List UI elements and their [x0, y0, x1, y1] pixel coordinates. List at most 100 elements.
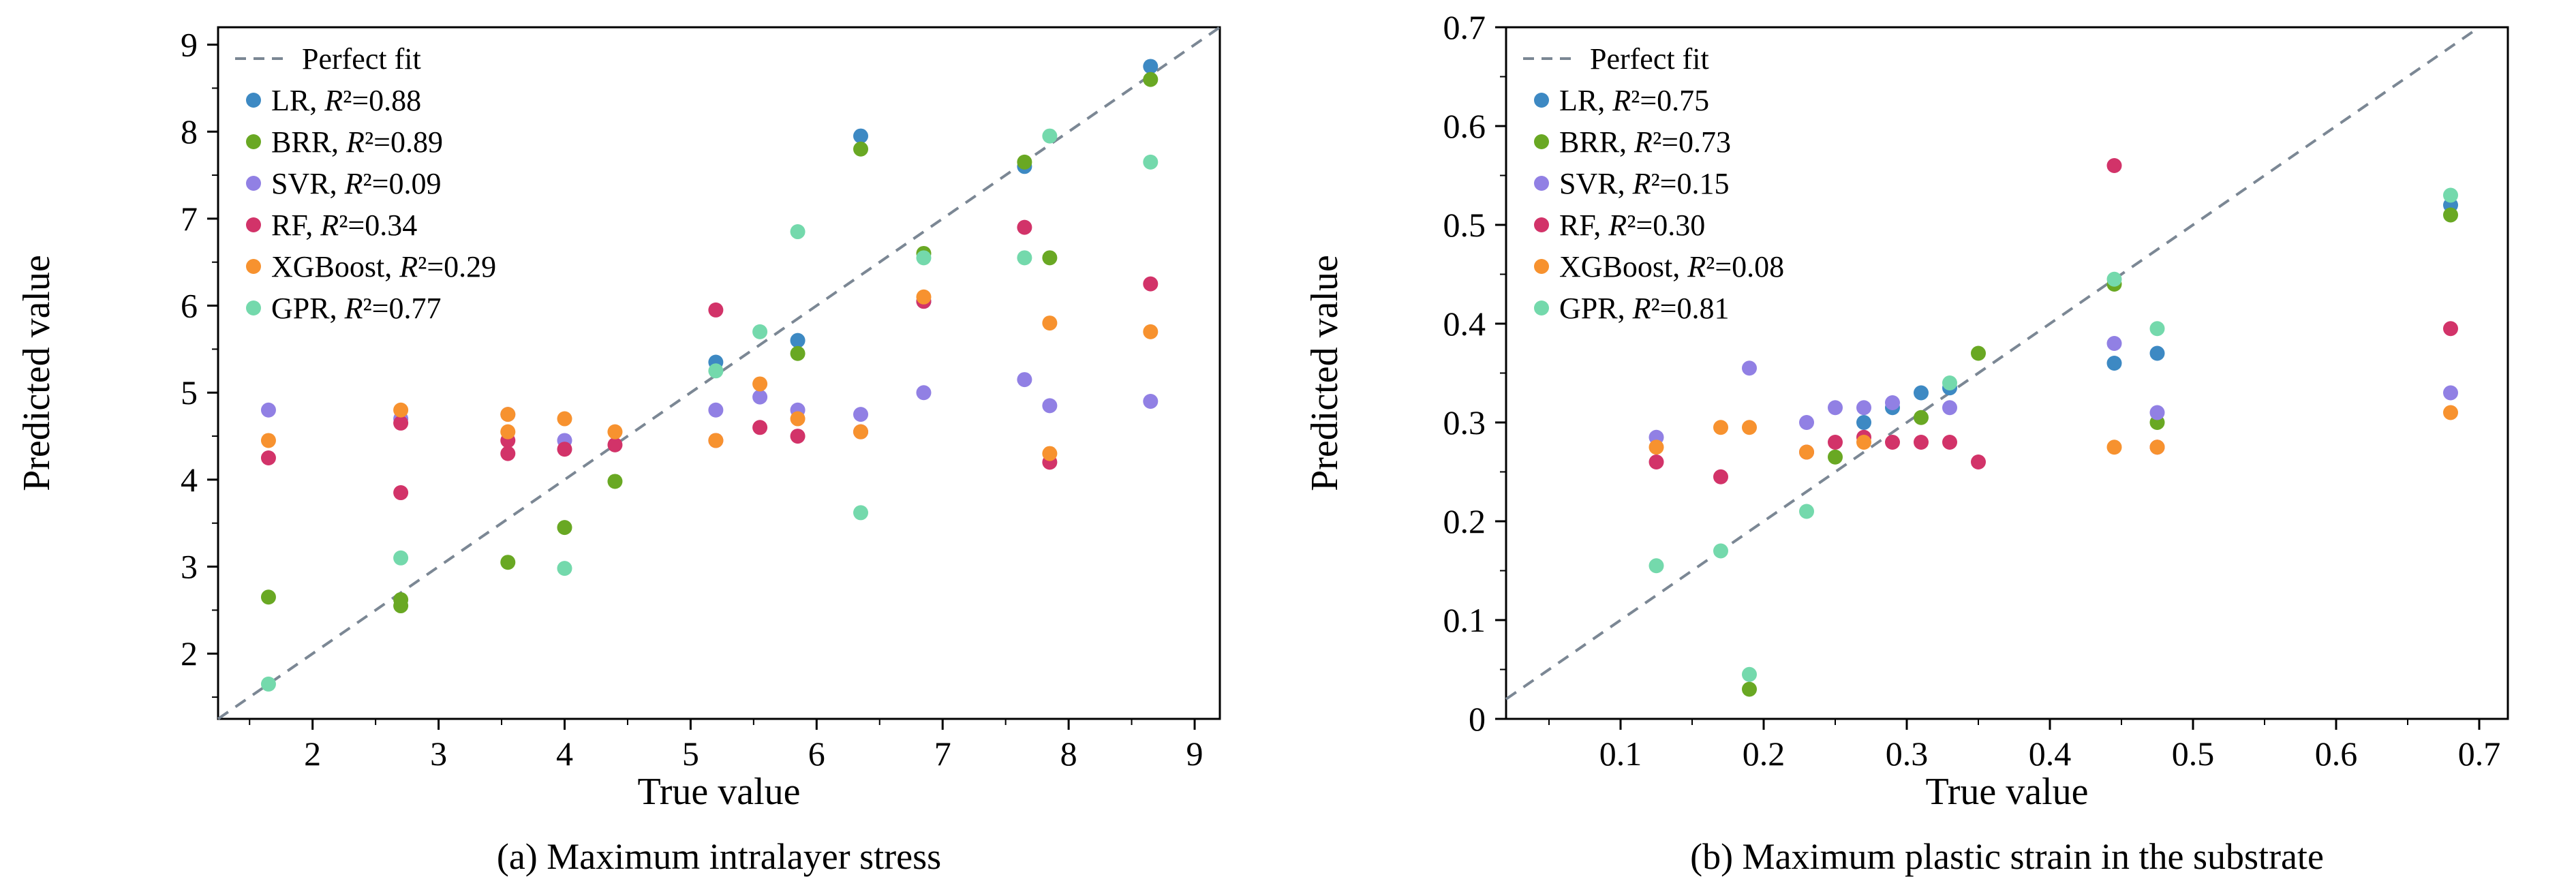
scatter-point: [1742, 681, 1757, 697]
scatter-point: [260, 450, 276, 465]
scatter-point: [790, 411, 806, 427]
scatter-point: [500, 424, 516, 440]
scatter-chart-a: 2 3 4 5 6 7 8 9 2 3 4 5 6 7 8 9 True value Predicted valu…: [16, 26, 1221, 813]
legend-label: RF, R²=0.34: [271, 209, 417, 242]
legend-label: BRR, R²=0.73: [1559, 125, 1731, 159]
scatter-point: [853, 128, 869, 144]
y-tick-label: 0.1: [1443, 601, 1486, 639]
scatter-point: [790, 224, 806, 240]
legend-label: SVR, R²=0.15: [1559, 167, 1730, 200]
scatter-point: [1042, 398, 1058, 414]
scatter-point: [393, 402, 409, 418]
legend-label: GPR, R²=0.77: [271, 292, 442, 325]
scatter-point: [607, 474, 623, 489]
scatter-point: [1942, 400, 1957, 416]
scatter-point: [1742, 666, 1757, 682]
scatter-point: [853, 407, 869, 422]
scatter-point: [708, 302, 724, 318]
scatter-point: [2149, 345, 2165, 361]
x-tick-label: 6: [808, 735, 825, 773]
scatter-point: [1885, 395, 1900, 410]
scatter-point: [1649, 440, 1664, 455]
scatter-point: [1017, 372, 1032, 388]
scatter-point: [557, 411, 572, 427]
y-tick-label: 0.4: [1443, 305, 1486, 343]
scatter-point: [500, 555, 516, 570]
legend-marker: [246, 259, 261, 274]
scatter-point: [916, 385, 932, 401]
legend-label: LR, R²=0.88: [271, 84, 421, 117]
scatter-point: [1042, 250, 1058, 266]
scatter-point: [1713, 543, 1728, 559]
scatter-point: [393, 485, 409, 501]
scatter-point: [1042, 315, 1058, 331]
scatter-point: [853, 424, 869, 440]
series-brr: [260, 72, 1159, 614]
plot-frame: [1505, 26, 2509, 720]
chart-panel-a: 2 3 4 5 6 7 8 9 2 3 4 5 6 7 8 9 True value Predicted valu…: [16, 26, 1221, 877]
scatter-point: [260, 402, 276, 418]
legend-label: XGBoost, R²=0.29: [271, 250, 496, 283]
scatter-point: [2443, 385, 2458, 401]
scatter-point: [260, 589, 276, 605]
scatter-point: [1914, 385, 1929, 401]
y-tick-label: 3: [181, 548, 198, 586]
scatter-point: [1914, 410, 1929, 425]
scatter-point: [853, 505, 869, 521]
scatter-point: [1799, 415, 1814, 430]
legend-label: SVR, R²=0.09: [271, 167, 442, 200]
scatter-point: [1143, 154, 1159, 170]
scatter-point: [916, 250, 932, 266]
scatter-point: [1942, 435, 1957, 450]
scatter-point: [260, 433, 276, 448]
y-tick-label: 0: [1469, 700, 1486, 738]
chart-panel-b: 0.1 0.2 0.3 0.4 0.5 0.6 0.7 0 0.1 0.2 0.3 0.4 0.5 0.6…: [1288, 0, 2576, 894]
legend-marker: [246, 217, 261, 232]
x-tick-label: 0.4: [2029, 735, 2072, 773]
scatter-point: [1799, 504, 1814, 519]
legend-label: LR, R²=0.75: [1559, 84, 1709, 117]
series-gpr: [260, 128, 1159, 692]
scatter-point: [1856, 435, 1871, 450]
scatter-point: [1143, 72, 1159, 87]
scatter-point: [393, 550, 409, 566]
x-tick-label: 0.5: [2172, 735, 2215, 773]
y-tick-label: 4: [181, 461, 198, 499]
legend-marker: [246, 93, 261, 108]
scatter-point: [1143, 276, 1159, 292]
scatter-point: [1017, 219, 1032, 235]
scatter-point: [1856, 400, 1871, 416]
major-ticks: [207, 44, 1196, 730]
scatter-point: [1713, 469, 1728, 484]
scatter-point: [2443, 405, 2458, 420]
scatter-point: [1649, 454, 1664, 469]
x-tick-label: 0.6: [2315, 735, 2358, 773]
chart-caption-b: (b) Maximum plastic strain in the substr…: [1690, 836, 2324, 877]
y-tick-label: 0.7: [1443, 8, 1486, 46]
scatter-point: [1143, 59, 1159, 74]
y-tick-label: 0.3: [1443, 403, 1486, 442]
legend-marker: [1534, 134, 1549, 149]
legend-marker: [246, 176, 261, 191]
scatter-point: [1042, 128, 1058, 144]
x-axis-label: True value: [1925, 771, 2088, 813]
scatter-point: [1713, 420, 1728, 435]
y-axis-label: Predicted value: [16, 255, 58, 491]
scatter-point: [2106, 158, 2122, 173]
legend-marker: [1534, 93, 1549, 108]
y-axis-label: Predicted value: [1304, 255, 1346, 491]
x-tick-label: 0.7: [2458, 735, 2501, 773]
scatter-point: [708, 433, 724, 448]
scatter-point: [2106, 336, 2122, 351]
scatter-point: [916, 289, 932, 305]
scatter-point: [2106, 440, 2122, 455]
scatter-point: [708, 363, 724, 379]
scatter-point: [790, 333, 806, 348]
legend: Perfect fit LR, R²=0.75 BRR, R²=0.73 SVR, R…: [1523, 42, 1784, 325]
legend-marker: [246, 300, 261, 315]
scatter-point: [2106, 271, 2122, 287]
tick-labels: 2 3 4 5 6 7 8 9 2 3 4 5 6 7 8 9: [181, 26, 1203, 773]
series-svr: [1649, 336, 2458, 445]
scatter-point: [1856, 415, 1871, 430]
